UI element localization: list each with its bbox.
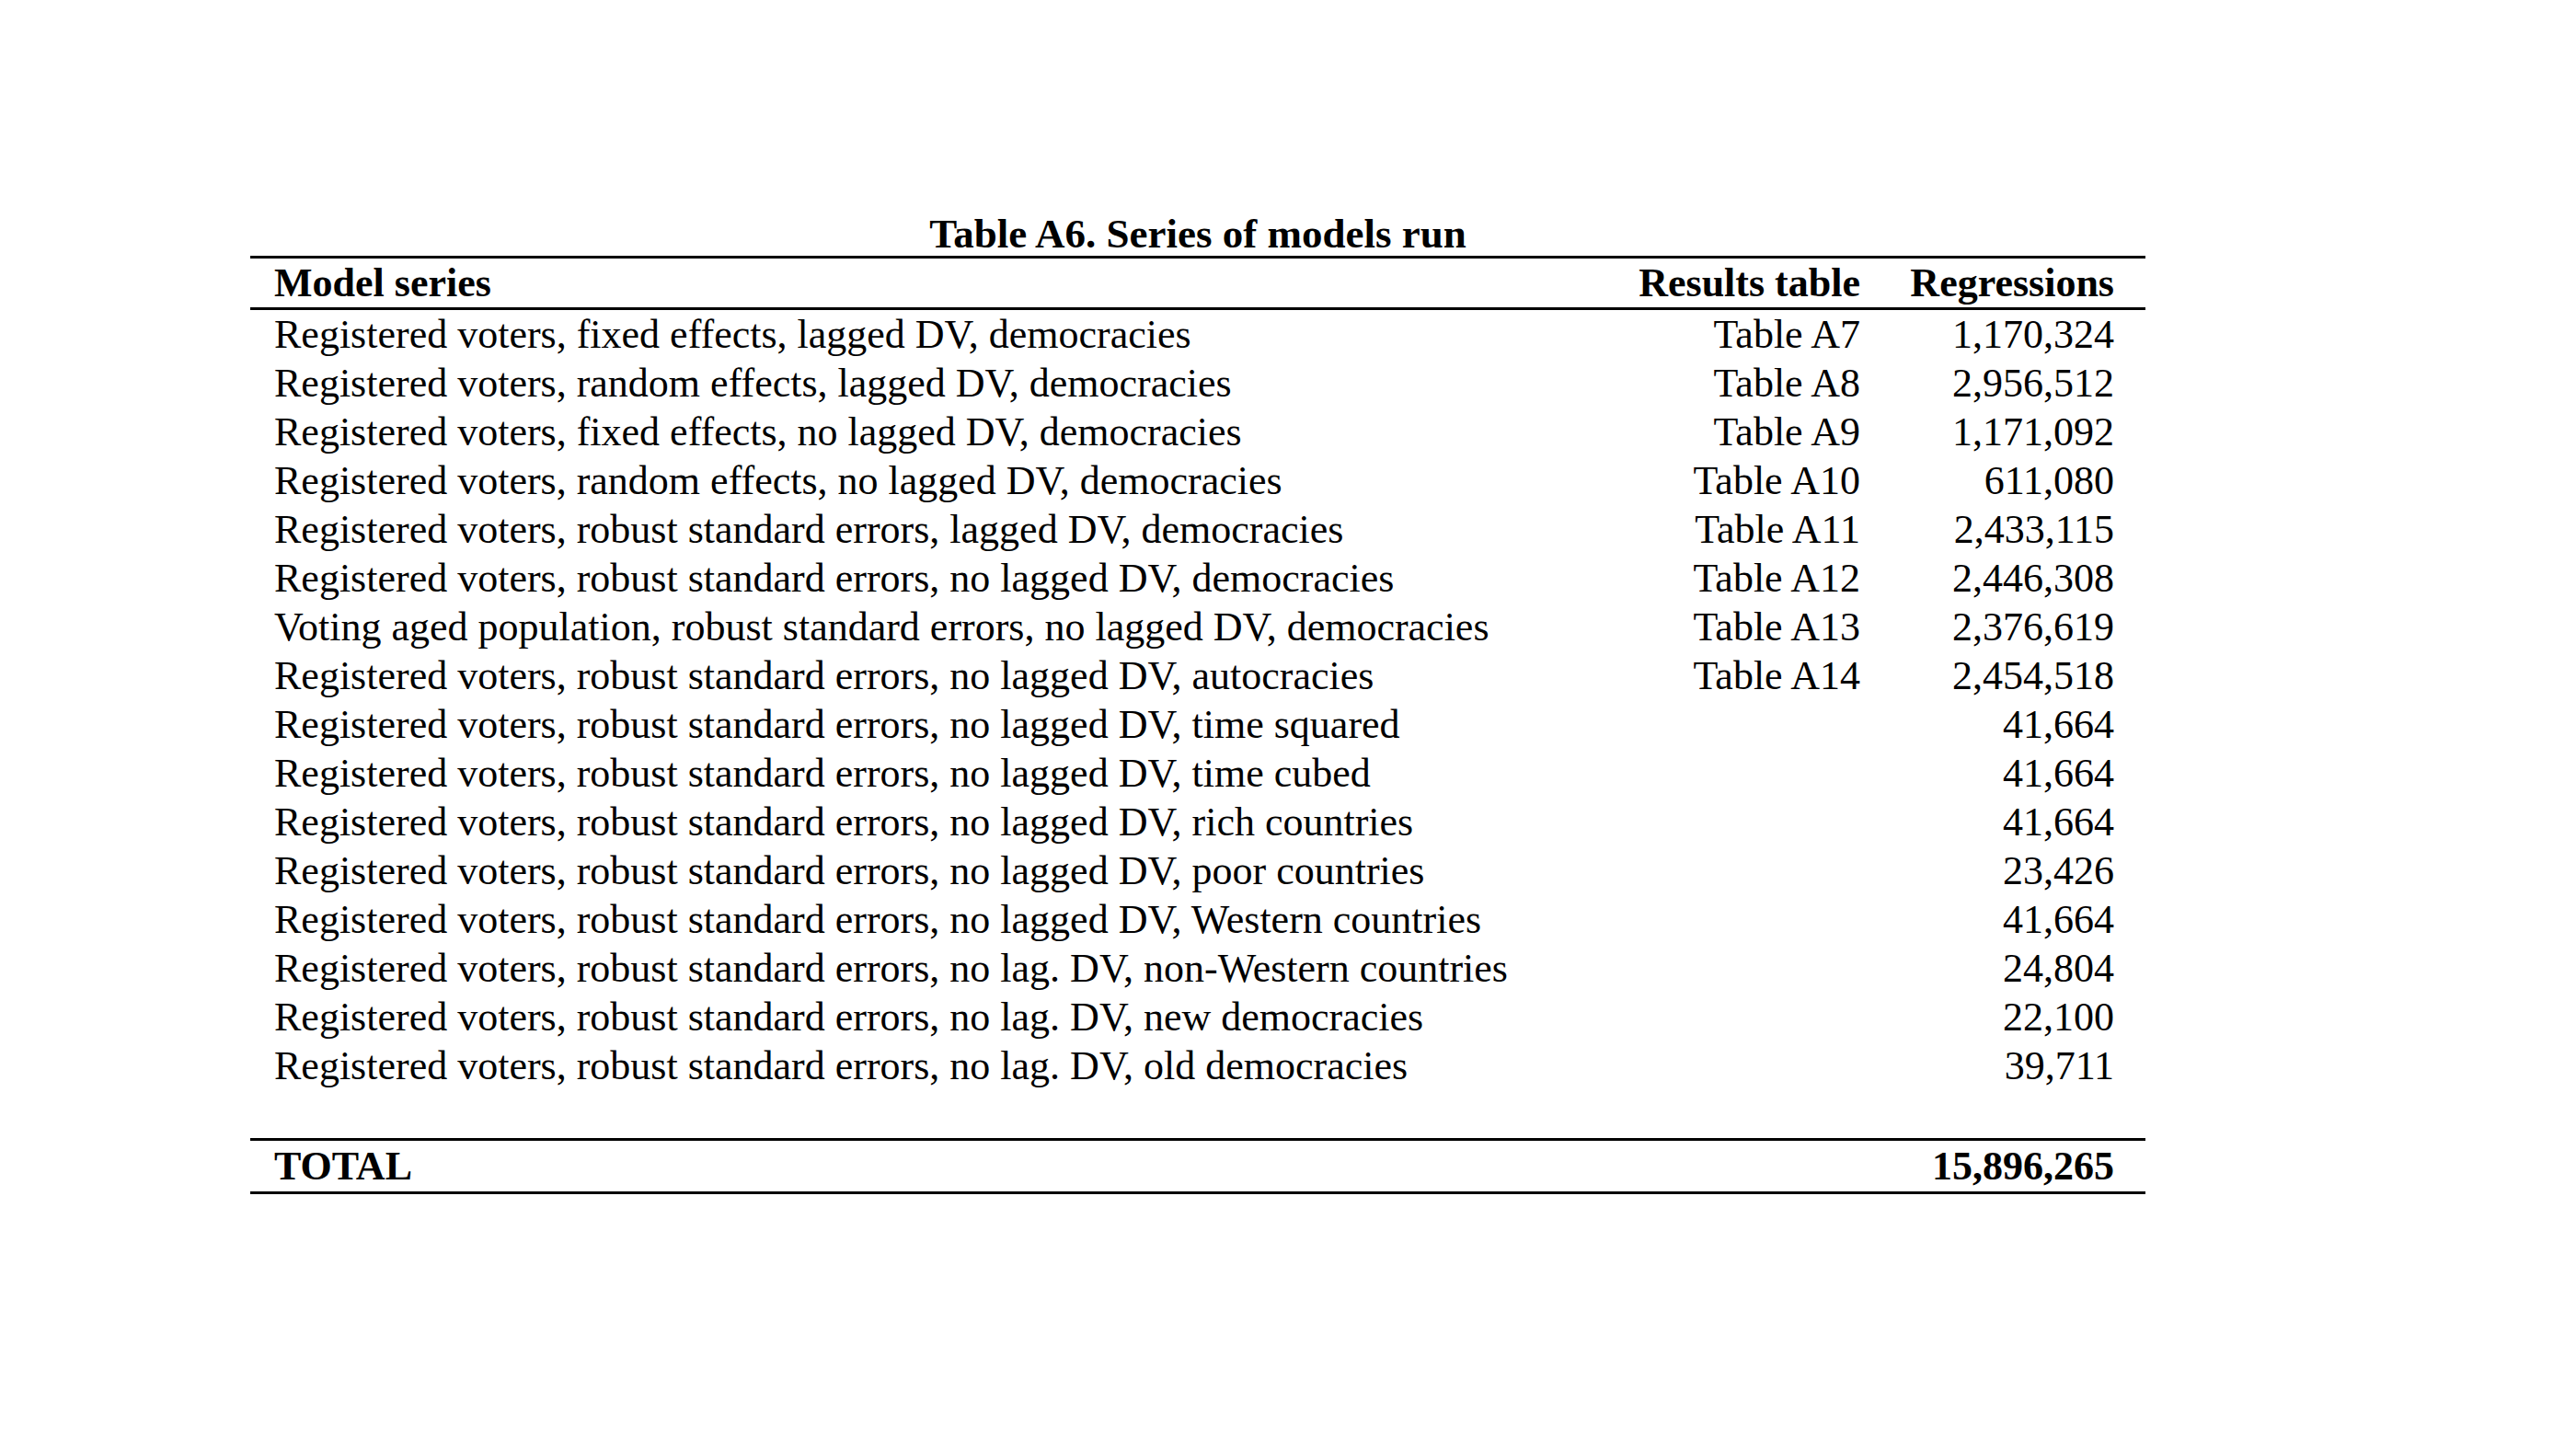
regressions-cell: 2,454,518 xyxy=(1860,651,2145,700)
results-table-cell xyxy=(1603,1041,1860,1090)
table-title: Table A6. Series of models run xyxy=(250,212,2145,256)
results-table-cell xyxy=(1603,895,1860,944)
model-series-cell: Registered voters, robust standard error… xyxy=(250,749,1603,798)
table-row: Registered voters, fixed effects, lagged… xyxy=(250,309,2145,360)
regressions-cell: 22,100 xyxy=(1860,993,2145,1041)
results-table-cell: Table A14 xyxy=(1603,651,1860,700)
table-row: Registered voters, robust standard error… xyxy=(250,505,2145,554)
regressions-cell: 41,664 xyxy=(1860,700,2145,749)
model-series-cell: Registered voters, robust standard error… xyxy=(250,944,1603,993)
results-table-cell: Table A9 xyxy=(1603,408,1860,456)
regressions-cell: 1,170,324 xyxy=(1860,309,2145,360)
model-series-cell: Registered voters, robust standard error… xyxy=(250,651,1603,700)
results-table-cell xyxy=(1603,700,1860,749)
results-table-cell: Table A8 xyxy=(1603,359,1860,408)
total-row: TOTAL 15,896,265 xyxy=(250,1140,2145,1193)
regressions-cell: 2,446,308 xyxy=(1860,554,2145,603)
model-series-cell: Voting aged population, robust standard … xyxy=(250,603,1603,651)
table-row: Registered voters, robust standard error… xyxy=(250,846,2145,895)
regressions-cell: 41,664 xyxy=(1860,798,2145,846)
column-header-model-series: Model series xyxy=(250,258,1603,309)
total-value: 15,896,265 xyxy=(1860,1140,2145,1193)
regressions-cell: 2,376,619 xyxy=(1860,603,2145,651)
model-series-cell: Registered voters, fixed effects, lagged… xyxy=(250,309,1603,360)
model-series-cell: Registered voters, random effects, no la… xyxy=(250,456,1603,505)
model-series-cell: Registered voters, robust standard error… xyxy=(250,554,1603,603)
total-label: TOTAL xyxy=(250,1140,1603,1193)
regressions-cell: 611,080 xyxy=(1860,456,2145,505)
results-table-cell: Table A11 xyxy=(1603,505,1860,554)
regressions-cell: 2,956,512 xyxy=(1860,359,2145,408)
regressions-cell: 2,433,115 xyxy=(1860,505,2145,554)
results-table-cell xyxy=(1603,944,1860,993)
table-row: Registered voters, fixed effects, no lag… xyxy=(250,408,2145,456)
table-row: Registered voters, robust standard error… xyxy=(250,651,2145,700)
results-table-cell xyxy=(1603,993,1860,1041)
table-row: Registered voters, random effects, lagge… xyxy=(250,359,2145,408)
results-table-cell: Table A12 xyxy=(1603,554,1860,603)
regressions-cell: 1,171,092 xyxy=(1860,408,2145,456)
model-series-cell: Registered voters, fixed effects, no lag… xyxy=(250,408,1603,456)
table-row: Registered voters, robust standard error… xyxy=(250,895,2145,944)
table-row: Registered voters, random effects, no la… xyxy=(250,456,2145,505)
regressions-cell: 24,804 xyxy=(1860,944,2145,993)
model-series-cell: Registered voters, robust standard error… xyxy=(250,846,1603,895)
model-series-cell: Registered voters, robust standard error… xyxy=(250,700,1603,749)
table-row: Registered voters, robust standard error… xyxy=(250,749,2145,798)
results-table-cell xyxy=(1603,798,1860,846)
table-row: Registered voters, robust standard error… xyxy=(250,798,2145,846)
results-table-cell xyxy=(1603,846,1860,895)
regressions-cell: 39,711 xyxy=(1860,1041,2145,1090)
results-table-cell xyxy=(1603,749,1860,798)
column-header-results-table: Results table xyxy=(1603,258,1860,309)
model-series-cell: Registered voters, robust standard error… xyxy=(250,895,1603,944)
model-series-cell: Registered voters, random effects, lagge… xyxy=(250,359,1603,408)
model-series-cell: Registered voters, robust standard error… xyxy=(250,798,1603,846)
table-row: Registered voters, robust standard error… xyxy=(250,554,2145,603)
results-table-cell: Table A7 xyxy=(1603,309,1860,360)
models-table: Model series Results table Regressions R… xyxy=(250,256,2145,1194)
model-series-cell: Registered voters, robust standard error… xyxy=(250,505,1603,554)
table-row: Registered voters, robust standard error… xyxy=(250,1041,2145,1090)
table-row: Registered voters, robust standard error… xyxy=(250,700,2145,749)
table-row: Registered voters, robust standard error… xyxy=(250,944,2145,993)
header-row: Model series Results table Regressions xyxy=(250,258,2145,309)
column-header-regressions: Regressions xyxy=(1860,258,2145,309)
regressions-cell: 23,426 xyxy=(1860,846,2145,895)
total-results-table-cell xyxy=(1603,1140,1860,1193)
regressions-cell: 41,664 xyxy=(1860,749,2145,798)
results-table-cell: Table A13 xyxy=(1603,603,1860,651)
results-table-cell: Table A10 xyxy=(1603,456,1860,505)
table-row: Voting aged population, robust standard … xyxy=(250,603,2145,651)
table-row: Registered voters, robust standard error… xyxy=(250,993,2145,1041)
regressions-cell: 41,664 xyxy=(1860,895,2145,944)
model-series-cell: Registered voters, robust standard error… xyxy=(250,1041,1603,1090)
spacer-row xyxy=(250,1090,2145,1140)
model-series-cell: Registered voters, robust standard error… xyxy=(250,993,1603,1041)
table-a6-figure: Table A6. Series of models run Model ser… xyxy=(250,212,2145,1194)
